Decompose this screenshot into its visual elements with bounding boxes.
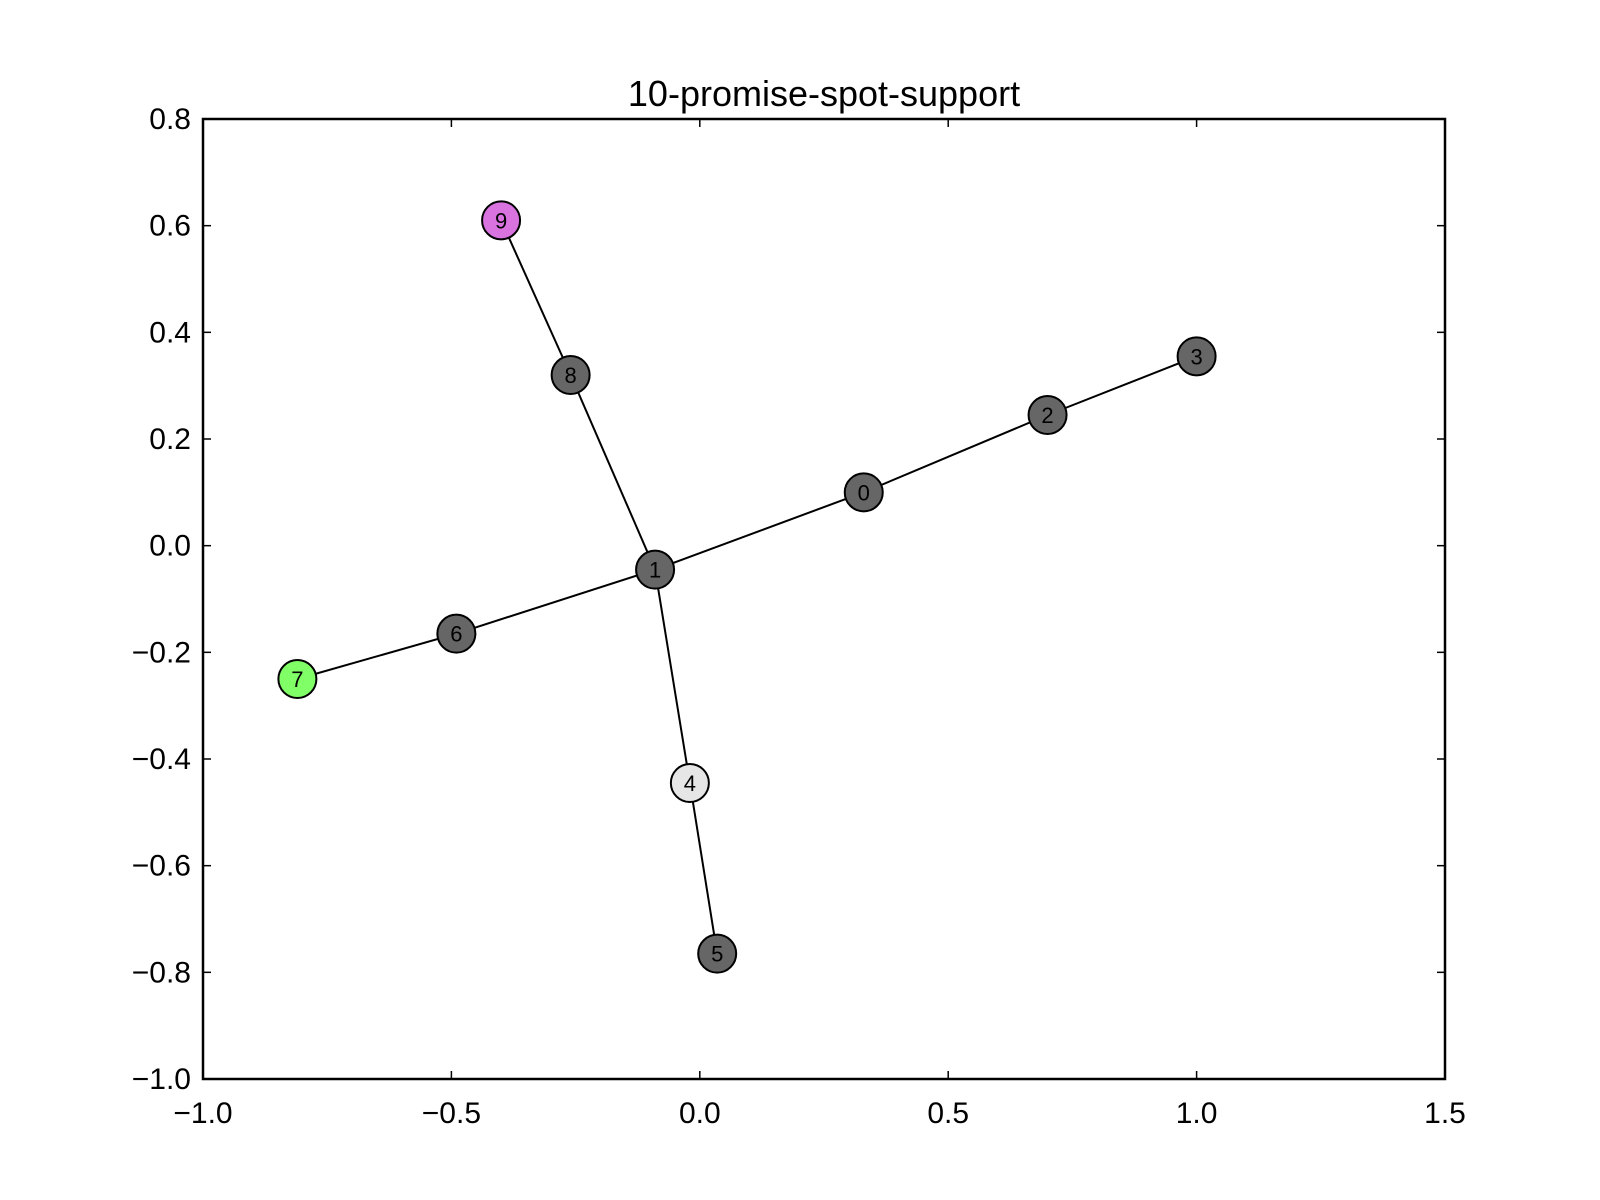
- y-tick-label: 0.4: [149, 316, 191, 349]
- x-tick-label: 1.5: [1424, 1097, 1466, 1130]
- y-tick-label: −0.6: [132, 850, 191, 883]
- edge-2-3: [1047, 355, 1197, 416]
- node-4: 4: [669, 763, 710, 803]
- node-circle: [436, 613, 477, 654]
- node-label: 3: [1190, 344, 1202, 369]
- node-6: 6: [436, 613, 477, 654]
- plot-frame: [201, 117, 1447, 1081]
- node-circle: [669, 763, 710, 803]
- edge-1-0: [654, 491, 865, 571]
- y-tick-label: 0.0: [149, 530, 191, 563]
- graph-edges: [297, 219, 1197, 954]
- node-label: 8: [565, 363, 577, 388]
- node-label: 1: [649, 558, 661, 583]
- node-0: 0: [843, 472, 884, 513]
- node-circle: [697, 933, 738, 974]
- x-tick-label: −1.0: [173, 1097, 232, 1130]
- edge-1-4: [654, 569, 691, 784]
- node-circle: [481, 200, 522, 241]
- node-label: 7: [291, 667, 303, 692]
- node-circle: [277, 659, 318, 699]
- x-tick-label: 0.5: [927, 1097, 969, 1130]
- edge-0-2: [863, 414, 1048, 494]
- edge-7-6: [297, 632, 457, 680]
- node-label: 6: [450, 622, 462, 647]
- edge-8-1: [569, 374, 657, 571]
- y-tick-label: −1.0: [132, 1063, 191, 1096]
- node-label: 2: [1041, 403, 1053, 428]
- node-circle: [550, 355, 591, 395]
- node-2: 2: [1027, 395, 1068, 435]
- axis-ticks: −1.0 −0.5 0.0 0.5 1.0 1.5 −1.0 −0.8 −0.6 −0.4 −0.2…: [132, 103, 1466, 1130]
- edge-9-8: [500, 219, 572, 376]
- x-tick-label: 1.0: [1176, 1097, 1218, 1130]
- edge-6-1: [456, 568, 656, 635]
- node-label: 4: [684, 771, 696, 796]
- node-3: 3: [1176, 336, 1217, 377]
- node-label: 9: [495, 208, 507, 233]
- y-tick-label: −0.8: [132, 956, 191, 989]
- node-1: 1: [635, 549, 676, 590]
- graph-nodes: 0 1 2 3 4 5 6 7 8 9: [277, 200, 1217, 974]
- node-circle: [1027, 395, 1068, 435]
- y-tick-label: 0.8: [149, 103, 191, 136]
- x-tick-label: −0.5: [422, 1097, 481, 1130]
- chart-title: 10-promise-spot-support: [628, 73, 1020, 114]
- x-tick-label: 0.0: [679, 1097, 721, 1130]
- node-circle: [1176, 336, 1217, 377]
- y-tick-label: 0.6: [149, 210, 191, 243]
- node-circle: [635, 549, 676, 590]
- node-label: 0: [858, 480, 870, 505]
- node-circle: [843, 472, 884, 513]
- y-tick-label: −0.2: [132, 636, 191, 669]
- node-5: 5: [697, 933, 738, 974]
- node-7: 7: [277, 659, 318, 699]
- y-tick-label: −0.4: [132, 743, 191, 776]
- node-9: 9: [481, 200, 522, 241]
- node-label: 5: [711, 942, 723, 967]
- edge-4-5: [688, 782, 719, 954]
- node-8: 8: [550, 355, 591, 395]
- y-tick-label: 0.2: [149, 423, 191, 456]
